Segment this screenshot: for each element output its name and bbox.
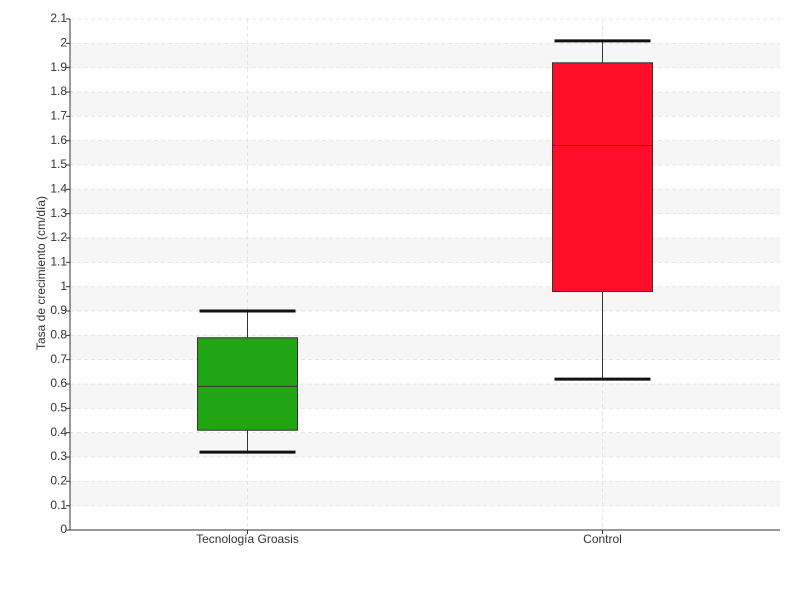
- y-tick-label: 1.7: [50, 109, 67, 123]
- y-tick-label: 1.1: [50, 255, 67, 269]
- y-tick-label: 0.1: [50, 498, 67, 512]
- y-tick-label: 1.6: [50, 133, 67, 147]
- box: [197, 337, 298, 431]
- grid-band: [70, 384, 780, 409]
- y-axis-label: Tasa de crecimiento (cm/día): [34, 196, 48, 350]
- grid-band: [70, 238, 780, 263]
- x-tick-label: Control: [583, 532, 622, 546]
- y-tick-label: 0.5: [50, 401, 67, 415]
- y-tick-label: 0.6: [50, 376, 67, 390]
- y-tick-label: 0: [60, 522, 67, 536]
- grid-band: [70, 481, 780, 506]
- box: [552, 62, 653, 293]
- y-tick-label: 0.4: [50, 425, 67, 439]
- grid-band: [70, 140, 780, 165]
- y-tick-label: 1.3: [50, 206, 67, 220]
- y-tick-label: 0.2: [50, 474, 67, 488]
- y-tick-label: 1.4: [50, 182, 67, 196]
- y-tick-label: 1.9: [50, 60, 67, 74]
- y-tick-label: 1.8: [50, 84, 67, 98]
- grid-band: [70, 335, 780, 360]
- y-tick-label: 2.1: [50, 11, 67, 25]
- y-tick-label: 1.2: [50, 230, 67, 244]
- grid-band: [70, 43, 780, 68]
- grid-band: [70, 432, 780, 457]
- grid-band: [70, 92, 780, 117]
- y-tick-label: 0.3: [50, 449, 67, 463]
- y-tick-label: 1.5: [50, 157, 67, 171]
- x-tick-label: Tecnología Groasis: [196, 532, 299, 546]
- y-tick-label: 0.9: [50, 303, 67, 317]
- y-tick-label: 0.7: [50, 352, 67, 366]
- y-tick-label: 2: [60, 36, 67, 50]
- grid-band: [70, 189, 780, 214]
- y-tick-label: 0.8: [50, 328, 67, 342]
- grid-band: [70, 286, 780, 311]
- y-tick-label: 1: [60, 279, 67, 293]
